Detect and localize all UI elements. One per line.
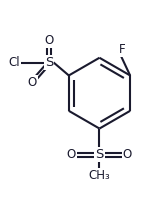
Text: O: O xyxy=(45,34,54,47)
Text: O: O xyxy=(123,148,132,161)
Text: O: O xyxy=(67,148,76,161)
Text: F: F xyxy=(119,43,126,56)
Text: O: O xyxy=(27,76,37,89)
Text: S: S xyxy=(95,148,104,161)
Text: Cl: Cl xyxy=(9,56,20,69)
Text: S: S xyxy=(45,56,53,69)
Text: CH₃: CH₃ xyxy=(89,169,110,182)
